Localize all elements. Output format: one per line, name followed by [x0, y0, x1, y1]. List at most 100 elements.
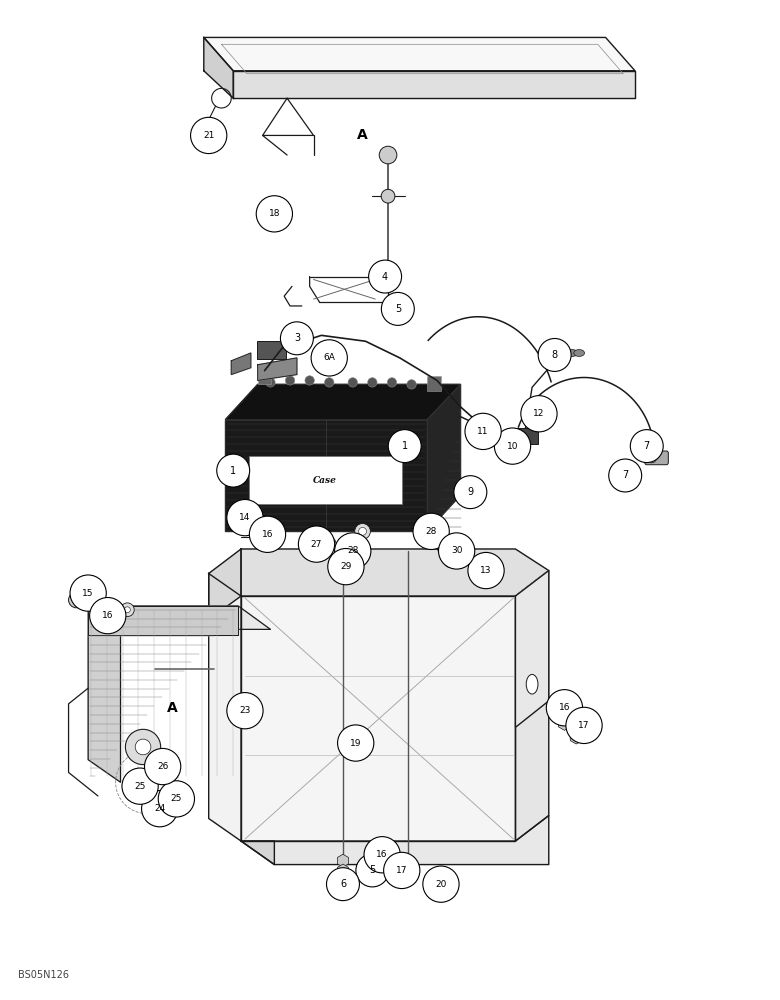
- Circle shape: [501, 448, 511, 458]
- Circle shape: [388, 430, 421, 463]
- Circle shape: [367, 378, 377, 387]
- Text: 6A: 6A: [323, 353, 335, 362]
- Text: 12: 12: [534, 409, 544, 418]
- Text: 15: 15: [83, 589, 94, 598]
- Text: A: A: [167, 701, 178, 715]
- Circle shape: [420, 524, 435, 539]
- Text: 3: 3: [294, 333, 300, 343]
- Polygon shape: [88, 606, 120, 782]
- Circle shape: [338, 725, 374, 761]
- Circle shape: [647, 453, 657, 463]
- Circle shape: [90, 598, 126, 634]
- Circle shape: [538, 338, 571, 371]
- Circle shape: [70, 575, 106, 611]
- Circle shape: [424, 527, 431, 535]
- Circle shape: [257, 196, 292, 232]
- Ellipse shape: [560, 350, 571, 356]
- Text: 13: 13: [480, 566, 492, 575]
- Text: 7: 7: [644, 441, 650, 451]
- Circle shape: [281, 322, 314, 355]
- Polygon shape: [257, 358, 297, 380]
- FancyBboxPatch shape: [257, 341, 286, 359]
- Circle shape: [322, 537, 336, 551]
- Polygon shape: [225, 384, 460, 420]
- Circle shape: [217, 454, 250, 487]
- Circle shape: [299, 526, 335, 562]
- FancyBboxPatch shape: [515, 428, 538, 444]
- Text: A: A: [357, 128, 368, 142]
- Text: 23: 23: [239, 706, 250, 715]
- Circle shape: [454, 476, 487, 509]
- Text: 25: 25: [134, 782, 146, 791]
- Text: 21: 21: [203, 131, 215, 140]
- Circle shape: [465, 413, 502, 450]
- Circle shape: [381, 189, 395, 203]
- Text: BS05N126: BS05N126: [18, 970, 69, 980]
- Polygon shape: [204, 37, 635, 71]
- FancyBboxPatch shape: [645, 451, 668, 465]
- Polygon shape: [241, 549, 549, 596]
- Text: 16: 16: [558, 703, 570, 712]
- Polygon shape: [241, 596, 516, 841]
- Polygon shape: [204, 37, 233, 98]
- Circle shape: [369, 260, 402, 293]
- Text: 16: 16: [262, 530, 273, 539]
- Text: 29: 29: [340, 562, 352, 571]
- Circle shape: [515, 448, 524, 458]
- Polygon shape: [241, 841, 275, 865]
- Text: Case: Case: [314, 476, 337, 485]
- Circle shape: [135, 739, 151, 755]
- Circle shape: [251, 530, 264, 544]
- Circle shape: [630, 430, 663, 463]
- Text: 26: 26: [157, 762, 168, 771]
- Circle shape: [356, 854, 388, 887]
- Text: 24: 24: [154, 804, 165, 813]
- Circle shape: [227, 693, 263, 729]
- Text: 1: 1: [230, 466, 236, 476]
- Circle shape: [339, 537, 353, 551]
- Circle shape: [335, 533, 371, 569]
- Circle shape: [566, 707, 602, 744]
- Circle shape: [521, 396, 557, 432]
- Polygon shape: [225, 420, 427, 531]
- Ellipse shape: [553, 350, 564, 356]
- Circle shape: [384, 852, 420, 889]
- Text: 17: 17: [578, 721, 590, 730]
- Circle shape: [264, 534, 271, 540]
- Text: 16: 16: [102, 611, 114, 620]
- Text: 20: 20: [435, 880, 447, 889]
- Ellipse shape: [526, 674, 538, 694]
- Text: 28: 28: [347, 546, 359, 555]
- Circle shape: [546, 690, 583, 726]
- Circle shape: [444, 554, 458, 568]
- Text: 17: 17: [396, 866, 407, 875]
- Circle shape: [364, 837, 400, 873]
- Circle shape: [328, 549, 364, 585]
- Circle shape: [495, 428, 530, 464]
- Circle shape: [305, 376, 314, 385]
- Ellipse shape: [567, 350, 578, 356]
- Circle shape: [407, 380, 417, 389]
- Polygon shape: [88, 606, 238, 635]
- Circle shape: [359, 527, 367, 535]
- Circle shape: [423, 866, 459, 902]
- Polygon shape: [427, 384, 460, 531]
- Polygon shape: [231, 353, 251, 375]
- Text: 8: 8: [551, 350, 558, 360]
- Circle shape: [355, 524, 370, 539]
- Circle shape: [227, 500, 263, 536]
- Circle shape: [250, 516, 285, 552]
- Circle shape: [266, 378, 275, 387]
- FancyBboxPatch shape: [249, 456, 402, 504]
- Circle shape: [381, 292, 414, 325]
- Text: 18: 18: [268, 209, 280, 218]
- Circle shape: [144, 748, 181, 785]
- FancyBboxPatch shape: [257, 369, 271, 384]
- Circle shape: [437, 540, 451, 554]
- Circle shape: [608, 459, 642, 492]
- Circle shape: [126, 729, 161, 765]
- Text: 5: 5: [369, 865, 375, 875]
- Circle shape: [327, 868, 360, 901]
- Polygon shape: [241, 816, 549, 865]
- Circle shape: [468, 552, 504, 589]
